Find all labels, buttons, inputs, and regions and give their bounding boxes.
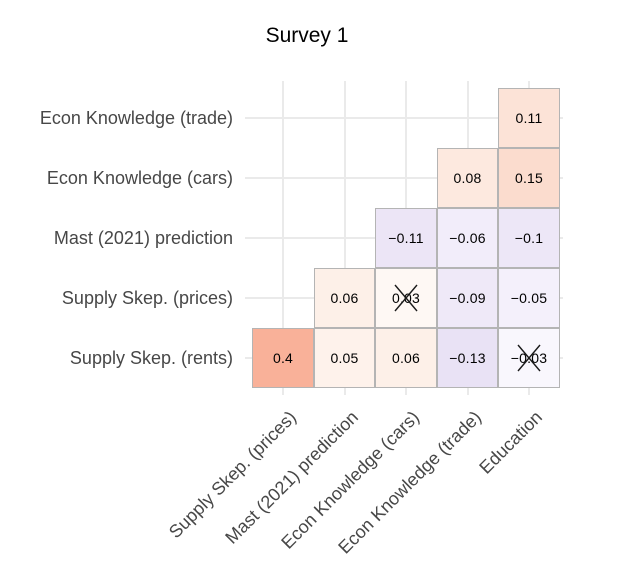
heatmap-cell: 0.4 — [252, 328, 314, 388]
heatmap-cell: 0.06 — [375, 328, 437, 388]
heatmap-cell: −0.05 — [498, 268, 560, 328]
heatmap-cell: 0.06 — [313, 268, 376, 328]
cell-value-label: 0.15 — [514, 170, 544, 186]
y-axis-label: Mast (2021) prediction — [53, 228, 233, 248]
heatmap-cell: −0.11 — [375, 208, 437, 268]
cell-value-label: −0.1 — [514, 230, 544, 246]
cell-value-label: −0.03 — [510, 350, 548, 366]
heatmap-cell: −0.06 — [436, 208, 499, 268]
cell-value-label: −0.09 — [449, 290, 486, 306]
cell-value-label: 0.06 — [330, 290, 359, 306]
y-axis-label: Econ Knowledge (cars) — [46, 168, 233, 188]
chart-title: Survey 1 — [265, 24, 349, 47]
cell-value-label: −0.05 — [510, 290, 548, 306]
cell-value-label: −0.11 — [388, 230, 424, 246]
plot-panel: 0.11 0.08 0.15 −0.11 −0.06 −0.1 0.06 0.03 −0.09 −… — [245, 81, 563, 395]
y-axis-label: Supply Skep. (rents) — [69, 348, 233, 368]
heatmap-cell: −0.1 — [498, 208, 560, 268]
heatmap-cell: 0.08 — [436, 148, 499, 208]
gridline-horizontal — [245, 177, 563, 179]
cell-value-label: 0.08 — [453, 170, 482, 186]
cell-value-label: 0.05 — [330, 350, 359, 366]
y-axis-label: Supply Skep. (prices) — [61, 288, 233, 308]
gridline-horizontal — [245, 117, 563, 119]
heatmap-cell: 0.11 — [498, 88, 560, 148]
heatmap-cell: −0.03 — [498, 328, 560, 388]
heatmap-cell: −0.13 — [436, 328, 499, 388]
heatmap-cell: 0.05 — [313, 328, 376, 388]
y-axis-label: Econ Knowledge (trade) — [39, 108, 233, 128]
cell-value-label: 0.4 — [272, 350, 294, 366]
cell-value-label: 0.03 — [391, 290, 421, 306]
cell-value-label: −0.13 — [449, 350, 486, 366]
cell-value-label: 0.11 — [515, 110, 543, 126]
heatmap-cell: −0.09 — [436, 268, 499, 328]
heatmap-cell: 0.15 — [498, 148, 560, 208]
heatmap-cell: 0.03 — [375, 268, 437, 328]
cell-value-label: −0.06 — [449, 230, 486, 246]
cell-value-label: 0.06 — [391, 350, 421, 366]
